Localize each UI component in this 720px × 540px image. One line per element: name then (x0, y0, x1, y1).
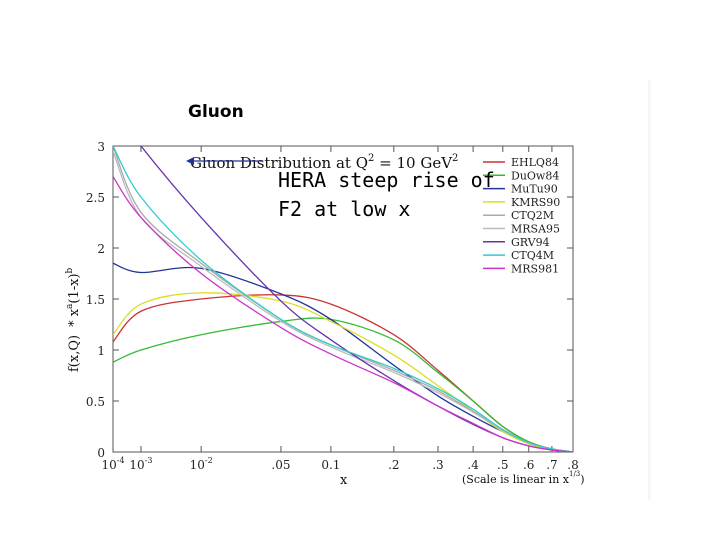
ylabel-part-c: a (65, 303, 75, 309)
ylabel-part-a: f(x,Q) (67, 335, 82, 372)
x-tick-label: .2 (388, 458, 399, 472)
chart-title-main: Gluon Distribution at Q (190, 154, 368, 172)
x-note-close: ) (580, 473, 584, 486)
x-tick-label: .6 (523, 458, 534, 472)
x-note-sup: 1/3 (569, 470, 580, 478)
svg-text:f(x,Q)* xa(1-x)b: f(x,Q) * xa(1-x)b (65, 267, 82, 372)
x-tick-label: .3 (432, 458, 443, 472)
x-tick-label: .05 (271, 458, 290, 472)
series-line-duow84 (113, 317, 573, 452)
x-tick-label: 10-3 (129, 456, 152, 472)
y-axis-label: f(x,Q) * xa(1-x)b (65, 267, 82, 372)
y-tick-label: 0 (97, 446, 105, 460)
series-line-ehlq84 (113, 294, 573, 452)
legend-label: KMRS90 (511, 196, 560, 209)
x-tick-label: .8 (567, 458, 578, 472)
x-axis-label: x (340, 473, 348, 488)
y-tick-label: 0.5 (86, 395, 105, 409)
y-tick-label: 3 (97, 140, 105, 154)
series-line-mrs981 (113, 176, 573, 452)
legend-label: MuTu90 (511, 183, 558, 196)
hera-note: HERA steep rise of F2 at low x (278, 166, 508, 224)
x-note-main: (Scale is linear in x (462, 473, 570, 486)
chart-title-mid: = 10 GeV (374, 154, 453, 172)
x-scale-note: (Scale is linear in x1/3) (462, 470, 585, 486)
legend-label: DuOw84 (511, 169, 559, 182)
chart-title: Gluon Distribution at Q2 = 10 GeV2 (190, 153, 458, 172)
x-tick-label: 10-2 (190, 456, 213, 472)
x-tick-label: 10-4 (101, 456, 124, 472)
y-tick-label: 1.5 (86, 293, 105, 307)
legend-label: EHLQ84 (511, 156, 559, 169)
series-line-mutu90 (113, 262, 573, 452)
legend-label: CTQ4M (511, 249, 554, 262)
x-tick-label: .7 (546, 458, 557, 472)
ylabel-part-b: * x (67, 308, 82, 327)
x-tick-label: .5 (497, 458, 508, 472)
slide-title: Gluon (188, 102, 244, 122)
scan-edge (648, 80, 652, 500)
ylabel-part-e: b (65, 267, 75, 273)
hera-note-line2: F2 at low x (278, 197, 411, 221)
series-line-kmrs90 (113, 292, 573, 452)
chart-title-sup2: 2 (452, 153, 458, 164)
series-layer (113, 146, 573, 452)
x-tick-label: .4 (467, 458, 479, 472)
ylabel-part-d: (1-x) (67, 273, 82, 303)
title-arrow-head (186, 157, 194, 165)
series-line-ctq4m (113, 146, 573, 452)
x-tick-label: 0.1 (321, 458, 340, 472)
legend-label: GRV94 (511, 236, 550, 249)
legend-label: MRSA95 (511, 223, 560, 236)
y-tick-label: 2 (97, 242, 105, 256)
y-tick-label: 2.5 (86, 191, 105, 205)
y-tick-label: 1 (97, 344, 105, 358)
legend-label: CTQ2M (511, 209, 554, 222)
legend-label: MRS981 (511, 262, 559, 275)
hera-note-line1: HERA steep rise of (278, 168, 495, 192)
legend: EHLQ84DuOw84MuTu90KMRS90CTQ2MMRSA95GRV94… (483, 156, 560, 275)
axis-ticks: 0 0.5 1 1.5 2 2.5 3 10-4 10-3 10-2 .05 0.1 .2 .3 .4 .5.… (86, 140, 579, 472)
chart-title-sup1: 2 (368, 153, 374, 164)
